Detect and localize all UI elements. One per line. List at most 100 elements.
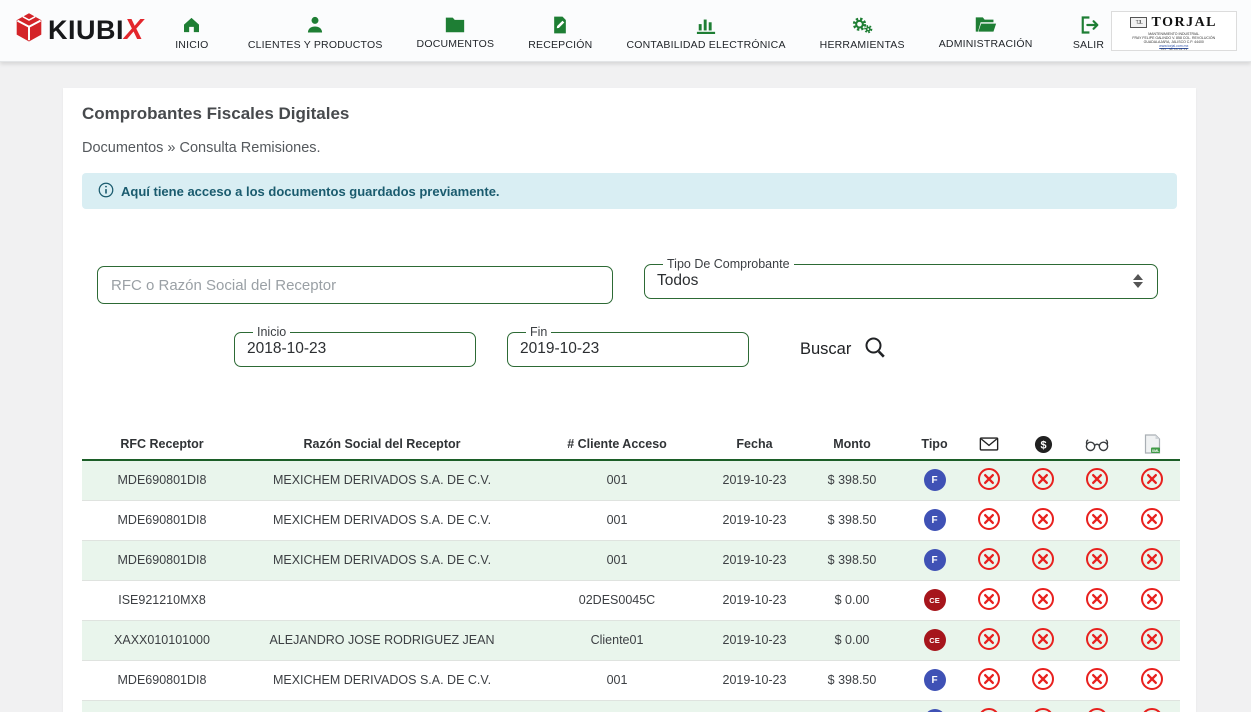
- cancel-email-icon[interactable]: [976, 506, 1002, 532]
- cell-razon-social: MEXICHEM DERIVADOS S.A. DE C.V.: [242, 500, 522, 540]
- nav-item-contabilidad[interactable]: CONTABILIDAD ELECTRÓNICA: [626, 15, 785, 51]
- nav-item-recepcion[interactable]: RECEPCIÓN: [528, 15, 592, 51]
- table-row[interactable]: MDE690801DI8 MEXICHEM DERIVADOS S.A. DE …: [82, 660, 1180, 700]
- table-row[interactable]: ISE921210MX8 02DES0045C 2019-10-23 $ 0.0…: [82, 580, 1180, 620]
- tipo-comprobante-field: Tipo De Comprobante Todos: [644, 257, 1158, 299]
- cancel-payment-icon[interactable]: [1030, 506, 1056, 532]
- svg-text:XML: XML: [1151, 449, 1159, 453]
- cell-view-action: [1070, 700, 1124, 712]
- cancel-view-icon[interactable]: [1084, 626, 1110, 652]
- table-row[interactable]: XAXX010101000 VENTA PUBLICO 2019-10-23 $…: [82, 700, 1180, 712]
- cancel-view-icon[interactable]: [1084, 586, 1110, 612]
- cancel-view-icon[interactable]: [1084, 466, 1110, 492]
- tipo-comprobante-select[interactable]: Todos: [657, 272, 1145, 290]
- cell-rfc: MDE690801DI8: [82, 540, 242, 580]
- cancel-payment-icon[interactable]: [1030, 666, 1056, 692]
- cell-xml-action: [1124, 540, 1180, 580]
- table-row[interactable]: MDE690801DI8 MEXICHEM DERIVADOS S.A. DE …: [82, 540, 1180, 580]
- cancel-view-icon[interactable]: [1084, 546, 1110, 572]
- person-icon: [305, 15, 325, 35]
- kiubix-logo[interactable]: KIUBIX: [14, 12, 144, 49]
- cancel-email-icon[interactable]: [976, 466, 1002, 492]
- table-row[interactable]: MDE690801DI8 MEXICHEM DERIVADOS S.A. DE …: [82, 500, 1180, 540]
- table-row[interactable]: XAXX010101000 ALEJANDRO JOSE RODRIGUEZ J…: [82, 620, 1180, 660]
- tipo-badge: CE: [924, 589, 946, 611]
- cancel-view-icon[interactable]: [1084, 666, 1110, 692]
- cell-payment-action: [1016, 580, 1070, 620]
- cell-email-action: [962, 580, 1016, 620]
- cell-rfc: MDE690801DI8: [82, 660, 242, 700]
- cell-email-action: [962, 540, 1016, 580]
- cancel-xml-icon[interactable]: [1139, 586, 1165, 612]
- cell-xml-action: [1124, 460, 1180, 500]
- cancel-xml-icon[interactable]: [1139, 626, 1165, 652]
- nav-item-clientes-productos[interactable]: CLIENTES Y PRODUCTOS: [248, 15, 383, 51]
- cell-tipo: F: [907, 460, 962, 500]
- cell-email-action: [962, 620, 1016, 660]
- nav-item-inicio[interactable]: INICIO: [170, 15, 214, 51]
- bar-chart-icon: [695, 15, 717, 35]
- buscar-button[interactable]: Buscar: [800, 335, 887, 364]
- nav-item-salir[interactable]: SALIR: [1067, 15, 1111, 51]
- cancel-email-icon[interactable]: [976, 626, 1002, 652]
- cancel-payment-icon[interactable]: [1030, 586, 1056, 612]
- documents-table: RFC Receptor Razón Social del Receptor #…: [82, 429, 1180, 712]
- cell-fecha: 2019-10-23: [712, 620, 797, 660]
- nav-item-administracion[interactable]: ADMINISTRACIÓN: [939, 15, 1033, 50]
- cancel-xml-icon[interactable]: [1139, 506, 1165, 532]
- cell-tipo: F: [907, 660, 962, 700]
- cell-view-action: [1070, 500, 1124, 540]
- cell-monto: $ 0.00: [797, 700, 907, 712]
- cancel-payment-icon[interactable]: [1030, 706, 1056, 712]
- documents-table-body: MDE690801DI8 MEXICHEM DERIVADOS S.A. DE …: [82, 460, 1180, 712]
- cancel-view-icon[interactable]: [1084, 706, 1110, 712]
- cell-payment-action: [1016, 500, 1070, 540]
- home-icon: [181, 15, 202, 35]
- cell-xml-action: [1124, 620, 1180, 660]
- info-alert: Aquí tiene acceso a los documentos guard…: [82, 173, 1177, 209]
- col-email: [962, 429, 1016, 460]
- tipo-badge: CE: [924, 629, 946, 651]
- cancel-payment-icon[interactable]: [1030, 466, 1056, 492]
- cell-payment-action: [1016, 460, 1070, 500]
- fecha-inicio-input[interactable]: 2018-10-23: [247, 340, 463, 358]
- cell-tipo: CE: [907, 620, 962, 660]
- cell-email-action: [962, 700, 1016, 712]
- rfc-search-input[interactable]: [97, 266, 613, 304]
- tipo-badge: F: [924, 549, 946, 571]
- cancel-xml-icon[interactable]: [1139, 666, 1165, 692]
- nav-item-documentos[interactable]: DOCUMENTOS: [417, 15, 495, 50]
- cell-tipo: F: [907, 500, 962, 540]
- cell-xml-action: [1124, 700, 1180, 712]
- cell-tipo: F: [907, 540, 962, 580]
- cancel-view-icon[interactable]: [1084, 506, 1110, 532]
- cancel-email-icon[interactable]: [976, 546, 1002, 572]
- cancel-payment-icon[interactable]: [1030, 626, 1056, 652]
- cell-view-action: [1070, 540, 1124, 580]
- cell-razon-social: MEXICHEM DERIVADOS S.A. DE C.V.: [242, 460, 522, 500]
- fecha-fin-label: Fin: [526, 325, 551, 339]
- gears-icon: [851, 15, 873, 35]
- cell-rfc: XAXX010101000: [82, 700, 242, 712]
- cancel-payment-icon[interactable]: [1030, 546, 1056, 572]
- cancel-xml-icon[interactable]: [1139, 706, 1165, 712]
- cancel-xml-icon[interactable]: [1139, 466, 1165, 492]
- cancel-email-icon[interactable]: [976, 706, 1002, 712]
- col-rfc-receptor: RFC Receptor: [82, 429, 242, 460]
- partner-logo-torjal: TJL TORJAL MANTENIMIENTO INDUSTRIAL FRAY…: [1111, 11, 1237, 51]
- nav-item-herramientas[interactable]: HERRAMIENTAS: [820, 15, 905, 51]
- tipo-comprobante-label: Tipo De Comprobante: [663, 257, 794, 271]
- cell-razon-social: MEXICHEM DERIVADOS S.A. DE C.V.: [242, 540, 522, 580]
- cancel-email-icon[interactable]: [976, 666, 1002, 692]
- table-row[interactable]: MDE690801DI8 MEXICHEM DERIVADOS S.A. DE …: [82, 460, 1180, 500]
- cell-rfc: MDE690801DI8: [82, 460, 242, 500]
- torjal-address: MANTENIMIENTO INDUSTRIAL FRAY FELIPE GAL…: [1132, 32, 1215, 51]
- fecha-fin-input[interactable]: 2019-10-23: [520, 340, 736, 358]
- cancel-email-icon[interactable]: [976, 586, 1002, 612]
- cancel-xml-icon[interactable]: [1139, 546, 1165, 572]
- cell-xml-action: [1124, 580, 1180, 620]
- page-title: Comprobantes Fiscales Digitales: [82, 100, 1177, 124]
- main-nav: INICIO CLIENTES Y PRODUCTOS DOCUMENTOS R…: [170, 15, 1111, 51]
- col-xml: XML: [1124, 429, 1180, 460]
- cell-monto: $ 398.50: [797, 540, 907, 580]
